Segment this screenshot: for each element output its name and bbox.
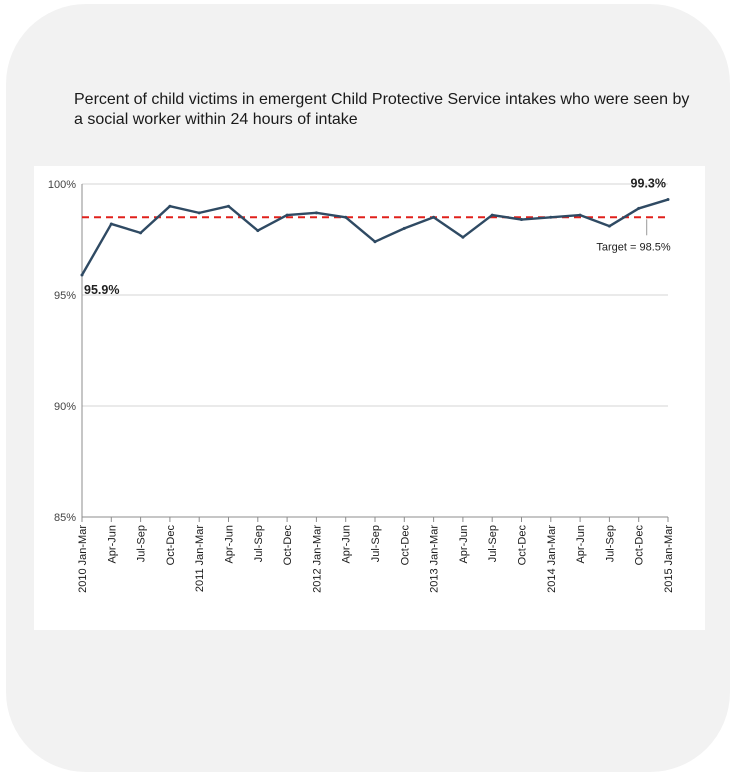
data-point (197, 211, 201, 215)
x-tick-label: Oct-Dec (517, 525, 529, 566)
x-tick-label: 2012 Jan-Mar (311, 525, 323, 593)
series-line (80, 198, 669, 276)
x-tick-label: Apr-Jun (106, 525, 118, 564)
x-tick-label: Jul-Sep (136, 525, 148, 562)
x-tick-label: Jul-Sep (370, 525, 382, 562)
x-tick-label: Apr-Jun (224, 525, 236, 564)
x-tick-label: Apr-Jun (341, 525, 353, 564)
x-tick-label: Jul-Sep (604, 525, 616, 562)
x-tick-label: 2011 Jan-Mar (194, 525, 206, 592)
x-tick-label: Jul-Sep (487, 525, 499, 562)
x-tick-label: 2013 Jan-Mar (429, 525, 441, 593)
data-point (432, 215, 436, 219)
line-chart: 85% 90% 95% 100% 2010 Jan-Mar Apr-Jun Jul-Sep O… (48, 177, 675, 593)
plot-panel: 85% 90% 95% 100% 2010 Jan-Mar Apr-Jun Jul-Sep O… (34, 166, 705, 630)
data-point (168, 204, 172, 208)
data-point (227, 204, 230, 208)
x-tick-label: Oct-Dec (634, 525, 646, 566)
x-tick-label: Oct-Dec (165, 525, 177, 566)
data-point (520, 218, 523, 222)
data-point (607, 224, 611, 228)
data-point (666, 198, 670, 202)
data-point (402, 226, 406, 230)
data-point (637, 206, 641, 210)
data-point (139, 231, 143, 235)
y-tick-label: 90% (54, 401, 76, 413)
data-point (373, 240, 377, 244)
chart-title: Percent of child victims in emergent Chi… (74, 91, 690, 128)
data-point (314, 211, 318, 215)
x-tick-label: Apr-Jun (575, 525, 587, 564)
data-point (80, 273, 84, 277)
x-tick-label: 2010 Jan-Mar (77, 525, 89, 593)
target-label: Target = 98.5% (596, 241, 671, 253)
x-tick-label: 2015 Jan-Mar (663, 525, 675, 593)
x-tick-label: Oct-Dec (399, 525, 411, 566)
data-point (285, 213, 289, 217)
y-tick-label: 100% (48, 179, 76, 191)
data-point (256, 229, 260, 233)
data-point (461, 235, 465, 239)
data-point (578, 213, 582, 217)
data-label: 99.3% (631, 177, 666, 191)
x-tick-label: Jul-Sep (253, 525, 265, 562)
data-point (344, 215, 348, 219)
y-tick-label: 85% (54, 512, 76, 524)
y-tick-label: 95% (54, 290, 76, 302)
data-point (109, 222, 113, 226)
x-tick-label: Oct-Dec (282, 525, 294, 566)
data-point (490, 213, 494, 217)
x-tick-label: Apr-Jun (458, 525, 470, 564)
data-label: 95.9% (84, 283, 119, 297)
data-point (549, 215, 553, 219)
x-tick-label: 2014 Jan-Mar (546, 525, 558, 593)
